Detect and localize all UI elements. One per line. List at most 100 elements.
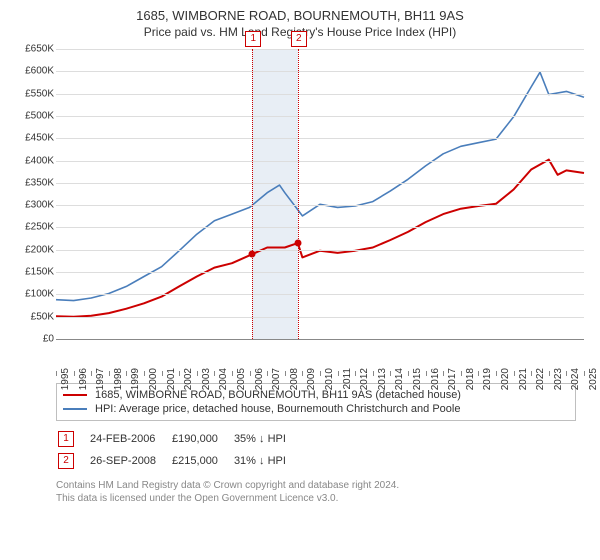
x-tick-mark	[162, 371, 163, 376]
x-tick-mark	[285, 371, 286, 376]
series-hpi	[56, 72, 584, 300]
x-tick-mark	[302, 371, 303, 376]
x-tick-mark	[320, 371, 321, 376]
x-tick-label: 2002	[183, 368, 194, 390]
x-tick-mark	[214, 371, 215, 376]
x-tick-label: 2010	[324, 368, 335, 390]
x-tick-label: 2011	[342, 368, 353, 390]
x-tick-mark	[355, 371, 356, 376]
event-flag: 2	[291, 31, 307, 47]
x-tick-label: 2025	[588, 368, 599, 390]
transaction-price: £215,000	[172, 451, 232, 471]
x-tick-label: 2013	[377, 368, 388, 390]
x-tick-label: 2005	[236, 368, 247, 390]
x-tick-mark	[496, 371, 497, 376]
x-tick-label: 1998	[113, 368, 124, 390]
transactions-table: 1 24-FEB-2006£190,00035% ↓ HPI226-SEP-200…	[56, 427, 302, 473]
x-tick-mark	[390, 371, 391, 376]
table-row: 1 24-FEB-2006£190,00035% ↓ HPI	[58, 429, 300, 449]
y-tick-label: £600K	[12, 66, 54, 77]
event-line	[252, 49, 253, 339]
x-tick-mark	[514, 371, 515, 376]
chart-title: 1685, WIMBORNE ROAD, BOURNEMOUTH, BH11 9…	[10, 8, 590, 23]
y-tick-label: £300K	[12, 200, 54, 211]
x-tick-label: 1997	[95, 368, 106, 390]
x-tick-label: 1996	[78, 368, 89, 390]
transaction-price: £190,000	[172, 429, 232, 449]
event-dot	[249, 251, 256, 258]
x-tick-label: 2022	[535, 368, 546, 390]
x-tick-label: 2009	[306, 368, 317, 390]
x-tick-mark	[373, 371, 374, 376]
chart-container: 1685, WIMBORNE ROAD, BOURNEMOUTH, BH11 9…	[0, 0, 600, 511]
x-tick-mark	[338, 371, 339, 376]
event-line	[298, 49, 299, 339]
grid-line	[56, 94, 584, 95]
y-tick-label: £150K	[12, 267, 54, 278]
x-tick-mark	[267, 371, 268, 376]
x-tick-mark	[232, 371, 233, 376]
legend-row: HPI: Average price, detached house, Bour…	[63, 402, 569, 416]
x-tick-label: 2001	[166, 368, 177, 390]
chart-wrap: 12 £0£50K£100K£150K£200K£250K£300K£350K£…	[10, 45, 590, 375]
y-tick-label: £50K	[12, 311, 54, 322]
x-tick-label: 1995	[60, 368, 71, 390]
x-tick-mark	[531, 371, 532, 376]
fineprint-line: Contains HM Land Registry data © Crown c…	[56, 479, 590, 492]
x-tick-label: 2006	[254, 368, 265, 390]
grid-line	[56, 183, 584, 184]
y-tick-label: £650K	[12, 44, 54, 55]
x-tick-label: 2008	[289, 368, 300, 390]
legend-swatch	[63, 394, 87, 396]
x-tick-label: 2017	[447, 368, 458, 390]
y-tick-label: £0	[12, 334, 54, 345]
x-tick-label: 2018	[465, 368, 476, 390]
x-tick-label: 2019	[482, 368, 493, 390]
x-tick-mark	[109, 371, 110, 376]
legend-label: HPI: Average price, detached house, Bour…	[95, 403, 460, 415]
transaction-date: 24-FEB-2006	[90, 429, 170, 449]
x-tick-label: 2007	[271, 368, 282, 390]
x-tick-mark	[584, 371, 585, 376]
grid-line	[56, 205, 584, 206]
x-tick-mark	[549, 371, 550, 376]
event-index-box: 1	[58, 431, 74, 447]
x-tick-mark	[197, 371, 198, 376]
transaction-delta: 35% ↓ HPI	[234, 429, 300, 449]
y-tick-label: £500K	[12, 110, 54, 121]
y-tick-label: £250K	[12, 222, 54, 233]
x-tick-label: 2012	[359, 368, 370, 390]
x-tick-mark	[250, 371, 251, 376]
x-tick-mark	[426, 371, 427, 376]
line-series	[56, 49, 584, 339]
grid-line	[56, 227, 584, 228]
grid-line	[56, 250, 584, 251]
x-tick-label: 2024	[570, 368, 581, 390]
x-tick-label: 2016	[430, 368, 441, 390]
x-tick-label: 2015	[412, 368, 423, 390]
y-tick-label: £400K	[12, 155, 54, 166]
event-index-box: 2	[58, 453, 74, 469]
x-tick-mark	[126, 371, 127, 376]
event-flag: 1	[245, 31, 261, 47]
transaction-delta: 31% ↓ HPI	[234, 451, 300, 471]
grid-line	[56, 161, 584, 162]
grid-line	[56, 272, 584, 273]
x-tick-mark	[144, 371, 145, 376]
grid-line	[56, 71, 584, 72]
table-row: 226-SEP-2008£215,00031% ↓ HPI	[58, 451, 300, 471]
legend-swatch	[63, 408, 87, 410]
x-tick-mark	[74, 371, 75, 376]
plot-area: 12	[56, 49, 584, 340]
x-tick-label: 2003	[201, 368, 212, 390]
x-tick-mark	[179, 371, 180, 376]
fineprint: Contains HM Land Registry data © Crown c…	[56, 479, 590, 505]
grid-line	[56, 116, 584, 117]
y-tick-label: £450K	[12, 133, 54, 144]
x-tick-mark	[408, 371, 409, 376]
x-tick-label: 2014	[394, 368, 405, 390]
fineprint-line: This data is licensed under the Open Gov…	[56, 492, 590, 505]
grid-line	[56, 49, 584, 50]
grid-line	[56, 294, 584, 295]
x-tick-label: 2004	[218, 368, 229, 390]
